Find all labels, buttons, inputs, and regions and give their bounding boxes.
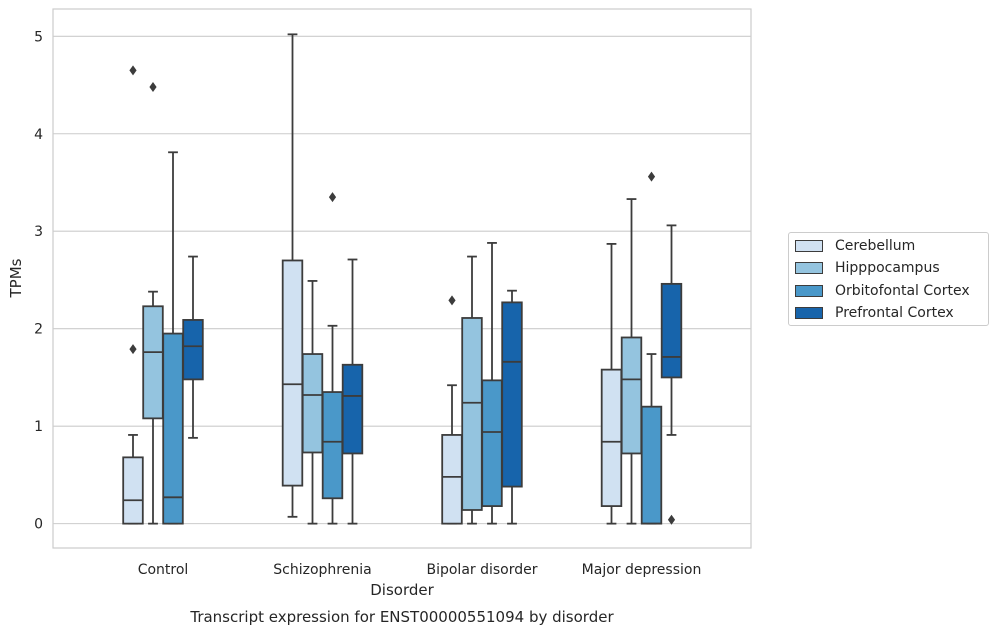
legend-item-hippocampus: Hipppocampus [795, 259, 940, 277]
legend-label-prefrontal: Prefrontal Cortex [835, 305, 954, 321]
x-tick-label-0: Control [138, 562, 189, 578]
y-tick-label-1: 1 [34, 419, 43, 435]
box [301, 353, 324, 454]
box [281, 259, 304, 487]
x-tick-label-2: Bipolar disorder [426, 562, 537, 578]
outlier-point [129, 344, 137, 355]
legend-label-hippocampus: Hipppocampus [835, 260, 940, 276]
box [321, 391, 344, 500]
series-2 [162, 151, 663, 525]
x-axis-label: Disorder [370, 581, 434, 599]
box [640, 405, 663, 525]
box [660, 282, 683, 379]
box-series [122, 33, 683, 525]
box [162, 332, 184, 525]
y-tick-label-3: 3 [34, 224, 43, 240]
outlier-point [667, 514, 676, 525]
box [441, 434, 463, 525]
y-tick-labels: 0 1 2 3 4 5 [34, 29, 43, 532]
x-tick-labels: Control Schizophrenia Bipolar disorder Majo… [138, 562, 702, 578]
outlier-point [129, 65, 137, 76]
legend-item-orbitofrontal: Orbitofontal Cortex [795, 282, 970, 300]
legend-swatch-hippocampus [795, 262, 823, 274]
legend-item-prefrontal: Prefrontal Cortex [795, 304, 954, 322]
outlier-point [647, 171, 656, 182]
legend: Cerebellum Hipppocampus Orbitofontal Cor… [788, 232, 989, 326]
y-axis-label: TPMs [7, 258, 25, 298]
box [142, 305, 164, 420]
outlier-point [328, 192, 337, 203]
y-tick-label-2: 2 [34, 322, 43, 338]
box [600, 368, 623, 507]
legend-swatch-orbitofrontal [795, 285, 823, 297]
y-tick-label-5: 5 [34, 29, 43, 45]
box [461, 317, 483, 511]
legend-swatch-prefrontal [795, 307, 823, 319]
legend-item-cerebellum: Cerebellum [795, 237, 915, 255]
chart-title: Transcript expression for ENST0000055109… [189, 608, 614, 626]
x-tick-label-1: Schizophrenia [273, 562, 371, 578]
series-3 [182, 224, 683, 525]
box [122, 456, 144, 525]
box [481, 379, 503, 507]
box [341, 363, 364, 455]
legend-swatch-cerebellum [795, 240, 823, 252]
x-tick-label-3: Major depression [582, 562, 702, 578]
box [620, 336, 643, 455]
box [501, 301, 523, 488]
y-tick-label-0: 0 [34, 517, 43, 533]
y-tick-label-4: 4 [34, 127, 43, 143]
box [182, 319, 204, 381]
series-0 [122, 33, 623, 525]
legend-label-cerebellum: Cerebellum [835, 238, 916, 254]
outlier-point [149, 81, 157, 92]
legend-label-orbitofrontal: Orbitofontal Cortex [835, 283, 970, 299]
outlier-point [448, 295, 456, 306]
